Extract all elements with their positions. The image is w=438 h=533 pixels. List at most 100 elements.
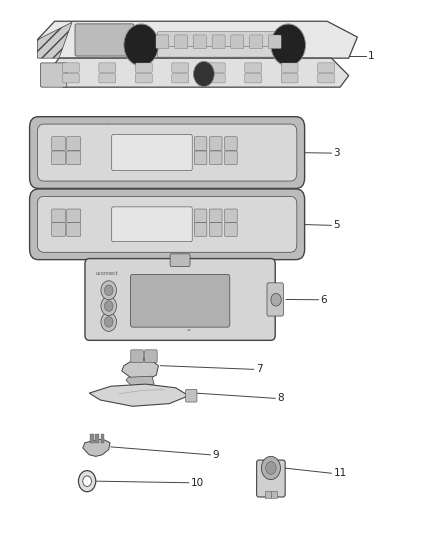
Circle shape: [261, 456, 280, 480]
FancyBboxPatch shape: [271, 491, 277, 498]
Polygon shape: [122, 358, 159, 381]
FancyBboxPatch shape: [225, 223, 237, 237]
FancyBboxPatch shape: [194, 137, 207, 150]
FancyBboxPatch shape: [318, 63, 335, 72]
Circle shape: [101, 281, 117, 300]
FancyBboxPatch shape: [209, 137, 222, 150]
FancyBboxPatch shape: [194, 151, 207, 165]
Text: 10: 10: [191, 478, 204, 488]
FancyBboxPatch shape: [250, 35, 262, 49]
Circle shape: [194, 62, 213, 86]
Circle shape: [104, 122, 113, 132]
Circle shape: [106, 198, 111, 203]
FancyBboxPatch shape: [67, 209, 81, 223]
Circle shape: [266, 462, 276, 474]
FancyBboxPatch shape: [209, 223, 222, 237]
FancyBboxPatch shape: [281, 63, 298, 72]
Text: ∧: ∧: [91, 214, 96, 221]
FancyBboxPatch shape: [52, 137, 66, 150]
FancyBboxPatch shape: [157, 32, 283, 51]
FancyBboxPatch shape: [231, 35, 244, 49]
Polygon shape: [37, 21, 357, 58]
FancyBboxPatch shape: [156, 35, 169, 49]
Circle shape: [101, 312, 117, 332]
FancyBboxPatch shape: [131, 350, 143, 362]
FancyBboxPatch shape: [52, 223, 66, 237]
Polygon shape: [126, 376, 154, 387]
Bar: [95, 434, 99, 443]
FancyBboxPatch shape: [135, 63, 152, 72]
Text: 6: 6: [321, 295, 327, 305]
FancyBboxPatch shape: [99, 74, 116, 83]
FancyBboxPatch shape: [170, 254, 190, 266]
Polygon shape: [46, 58, 349, 87]
FancyBboxPatch shape: [63, 63, 79, 72]
FancyBboxPatch shape: [145, 350, 157, 362]
Circle shape: [106, 124, 111, 130]
FancyBboxPatch shape: [212, 35, 225, 49]
FancyBboxPatch shape: [265, 491, 271, 498]
FancyBboxPatch shape: [52, 151, 66, 165]
Text: ∨: ∨: [91, 159, 96, 165]
FancyBboxPatch shape: [112, 207, 192, 241]
FancyBboxPatch shape: [131, 274, 230, 327]
FancyBboxPatch shape: [75, 24, 134, 56]
Circle shape: [272, 25, 304, 65]
FancyBboxPatch shape: [67, 137, 81, 150]
Text: 2: 2: [220, 122, 227, 132]
FancyBboxPatch shape: [225, 137, 237, 150]
FancyBboxPatch shape: [268, 35, 281, 49]
FancyBboxPatch shape: [52, 209, 66, 223]
Text: 1: 1: [367, 51, 374, 61]
FancyBboxPatch shape: [175, 35, 187, 49]
Circle shape: [104, 195, 113, 206]
FancyBboxPatch shape: [172, 74, 189, 83]
FancyBboxPatch shape: [99, 63, 116, 72]
FancyBboxPatch shape: [112, 135, 192, 171]
FancyBboxPatch shape: [186, 390, 197, 402]
FancyBboxPatch shape: [225, 151, 237, 165]
FancyBboxPatch shape: [245, 63, 261, 72]
FancyBboxPatch shape: [208, 74, 225, 83]
FancyBboxPatch shape: [135, 74, 152, 83]
FancyBboxPatch shape: [172, 63, 189, 72]
Text: ∨: ∨: [91, 230, 96, 236]
FancyBboxPatch shape: [225, 209, 237, 223]
FancyBboxPatch shape: [67, 223, 81, 237]
Text: uconnect: uconnect: [96, 271, 118, 276]
FancyBboxPatch shape: [40, 63, 67, 87]
Circle shape: [104, 317, 113, 327]
FancyBboxPatch shape: [257, 460, 285, 497]
Text: ∧: ∧: [91, 142, 96, 148]
Circle shape: [83, 476, 92, 487]
Text: 4: 4: [220, 196, 227, 206]
FancyBboxPatch shape: [194, 209, 207, 223]
Polygon shape: [37, 22, 72, 58]
FancyBboxPatch shape: [67, 151, 81, 165]
Text: 9: 9: [212, 450, 219, 460]
Circle shape: [104, 285, 113, 295]
FancyBboxPatch shape: [281, 74, 298, 83]
FancyBboxPatch shape: [267, 283, 283, 316]
Text: 3: 3: [334, 148, 340, 158]
Bar: [100, 434, 104, 443]
Text: 11: 11: [334, 469, 347, 478]
Bar: [90, 434, 94, 443]
Text: 8: 8: [277, 393, 284, 403]
Polygon shape: [89, 384, 189, 406]
FancyBboxPatch shape: [194, 223, 207, 237]
Text: 5: 5: [334, 220, 340, 230]
FancyBboxPatch shape: [208, 63, 225, 72]
Circle shape: [101, 296, 117, 316]
FancyBboxPatch shape: [63, 74, 79, 83]
Text: ⌃: ⌃: [184, 324, 190, 330]
FancyBboxPatch shape: [30, 189, 304, 260]
FancyBboxPatch shape: [37, 124, 297, 181]
FancyBboxPatch shape: [318, 74, 335, 83]
FancyBboxPatch shape: [157, 46, 283, 57]
FancyBboxPatch shape: [209, 151, 222, 165]
FancyBboxPatch shape: [85, 259, 275, 341]
FancyBboxPatch shape: [193, 35, 206, 49]
Circle shape: [78, 471, 96, 492]
FancyBboxPatch shape: [30, 117, 304, 189]
